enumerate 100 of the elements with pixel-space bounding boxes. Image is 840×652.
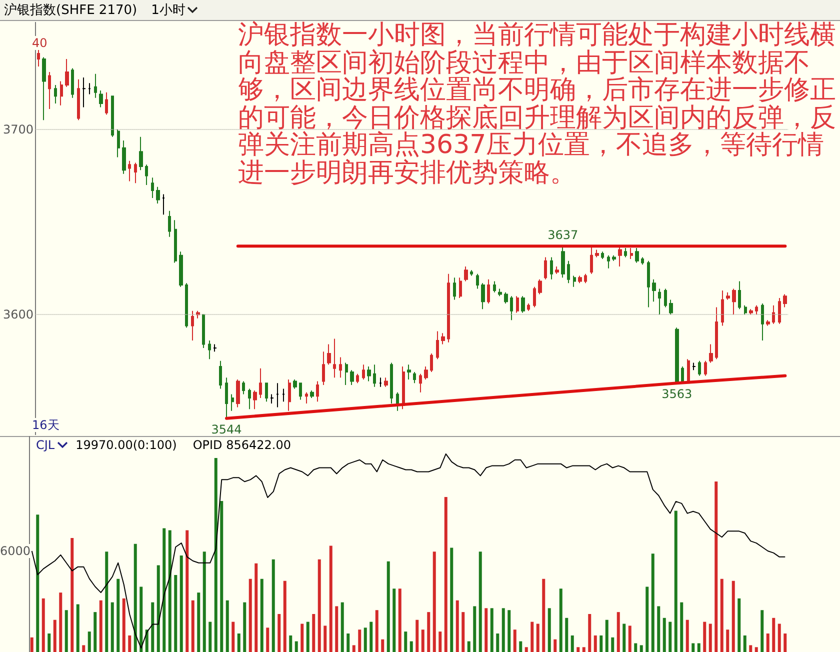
bar bbox=[772, 618, 776, 652]
candlestick bbox=[139, 136, 143, 171]
candlestick bbox=[464, 266, 468, 282]
bar bbox=[570, 635, 574, 652]
candlestick bbox=[276, 382, 279, 408]
candlestick bbox=[339, 356, 342, 378]
bar bbox=[680, 602, 684, 652]
bar bbox=[116, 578, 120, 652]
candlestick bbox=[675, 327, 679, 384]
candlestick bbox=[236, 378, 240, 408]
candlestick bbox=[117, 128, 120, 158]
bar bbox=[370, 622, 373, 652]
candlestick bbox=[721, 290, 724, 326]
bar bbox=[289, 635, 292, 652]
bar bbox=[156, 565, 160, 652]
bar bbox=[335, 606, 338, 652]
candlestick bbox=[145, 164, 148, 186]
bar bbox=[202, 552, 206, 652]
bar bbox=[99, 600, 102, 652]
candlestick bbox=[151, 177, 154, 198]
bar bbox=[674, 510, 678, 652]
data-label: 3544 bbox=[211, 422, 242, 436]
chart-title: 沪银指数(SHFE 2170) bbox=[4, 3, 138, 18]
candlestick bbox=[208, 340, 211, 360]
bar bbox=[128, 635, 132, 652]
candlestick bbox=[521, 296, 525, 314]
candlestick bbox=[744, 304, 747, 316]
candlestick bbox=[253, 390, 257, 410]
bar bbox=[226, 600, 229, 652]
candlestick bbox=[459, 277, 462, 298]
candlestick bbox=[704, 360, 707, 376]
candlestick bbox=[766, 320, 770, 326]
candlestick bbox=[567, 260, 570, 284]
candlestick bbox=[282, 388, 285, 402]
bar bbox=[784, 634, 787, 652]
bar bbox=[381, 639, 384, 652]
candlestick bbox=[111, 96, 114, 138]
bar bbox=[662, 618, 666, 652]
candlestick bbox=[601, 251, 604, 260]
bar bbox=[294, 641, 298, 652]
candlestick bbox=[191, 310, 194, 342]
candlestick bbox=[248, 388, 251, 410]
bar bbox=[778, 624, 781, 652]
candlestick bbox=[544, 256, 547, 280]
bar bbox=[651, 554, 654, 652]
candlestick bbox=[573, 275, 576, 288]
bar bbox=[760, 610, 764, 652]
candlestick bbox=[510, 296, 513, 321]
bar bbox=[358, 630, 362, 652]
candlestick bbox=[390, 362, 393, 404]
candlestick bbox=[213, 344, 217, 352]
bar bbox=[283, 580, 286, 652]
bar bbox=[484, 608, 488, 652]
candlestick bbox=[419, 373, 422, 393]
candlestick bbox=[652, 278, 656, 302]
candlestick bbox=[356, 373, 359, 384]
candlestick bbox=[424, 366, 428, 380]
candlestick bbox=[373, 364, 376, 388]
candlestick bbox=[134, 162, 137, 184]
candlestick bbox=[783, 294, 787, 308]
candlestick bbox=[128, 160, 131, 182]
candlestick bbox=[624, 247, 627, 258]
candlestick bbox=[65, 58, 69, 88]
candlestick bbox=[476, 273, 479, 290]
bar bbox=[197, 592, 200, 652]
bar bbox=[392, 588, 396, 652]
candlestick bbox=[413, 372, 416, 384]
candlestick bbox=[732, 288, 736, 316]
bar bbox=[134, 544, 137, 652]
candlestick bbox=[527, 303, 530, 312]
y-tick-label: 3600 bbox=[2, 308, 34, 322]
annotation: 16天 bbox=[32, 418, 60, 432]
annotation: 6000 bbox=[0, 544, 31, 558]
y-tick-label: 3700 bbox=[2, 122, 34, 136]
bar bbox=[686, 620, 689, 652]
bar bbox=[473, 606, 476, 652]
bar bbox=[312, 614, 316, 652]
candlestick bbox=[71, 68, 74, 98]
bar bbox=[743, 635, 746, 652]
candlestick bbox=[481, 282, 485, 310]
candlestick bbox=[350, 370, 354, 386]
data-label: 3563 bbox=[662, 387, 692, 402]
bar bbox=[646, 586, 649, 652]
bar bbox=[306, 622, 310, 652]
bar bbox=[36, 514, 40, 652]
bar bbox=[622, 624, 626, 652]
candlestick bbox=[196, 310, 200, 319]
candlestick bbox=[555, 266, 559, 274]
candlestick bbox=[504, 292, 508, 304]
bar bbox=[300, 624, 304, 652]
bar bbox=[432, 552, 436, 652]
bar bbox=[456, 600, 459, 652]
bar bbox=[754, 647, 758, 652]
candlestick bbox=[436, 330, 439, 360]
candlestick bbox=[664, 288, 667, 308]
bar bbox=[524, 647, 528, 652]
bar bbox=[427, 612, 430, 652]
bar bbox=[162, 528, 166, 652]
bar bbox=[467, 641, 470, 652]
bar bbox=[478, 552, 482, 652]
